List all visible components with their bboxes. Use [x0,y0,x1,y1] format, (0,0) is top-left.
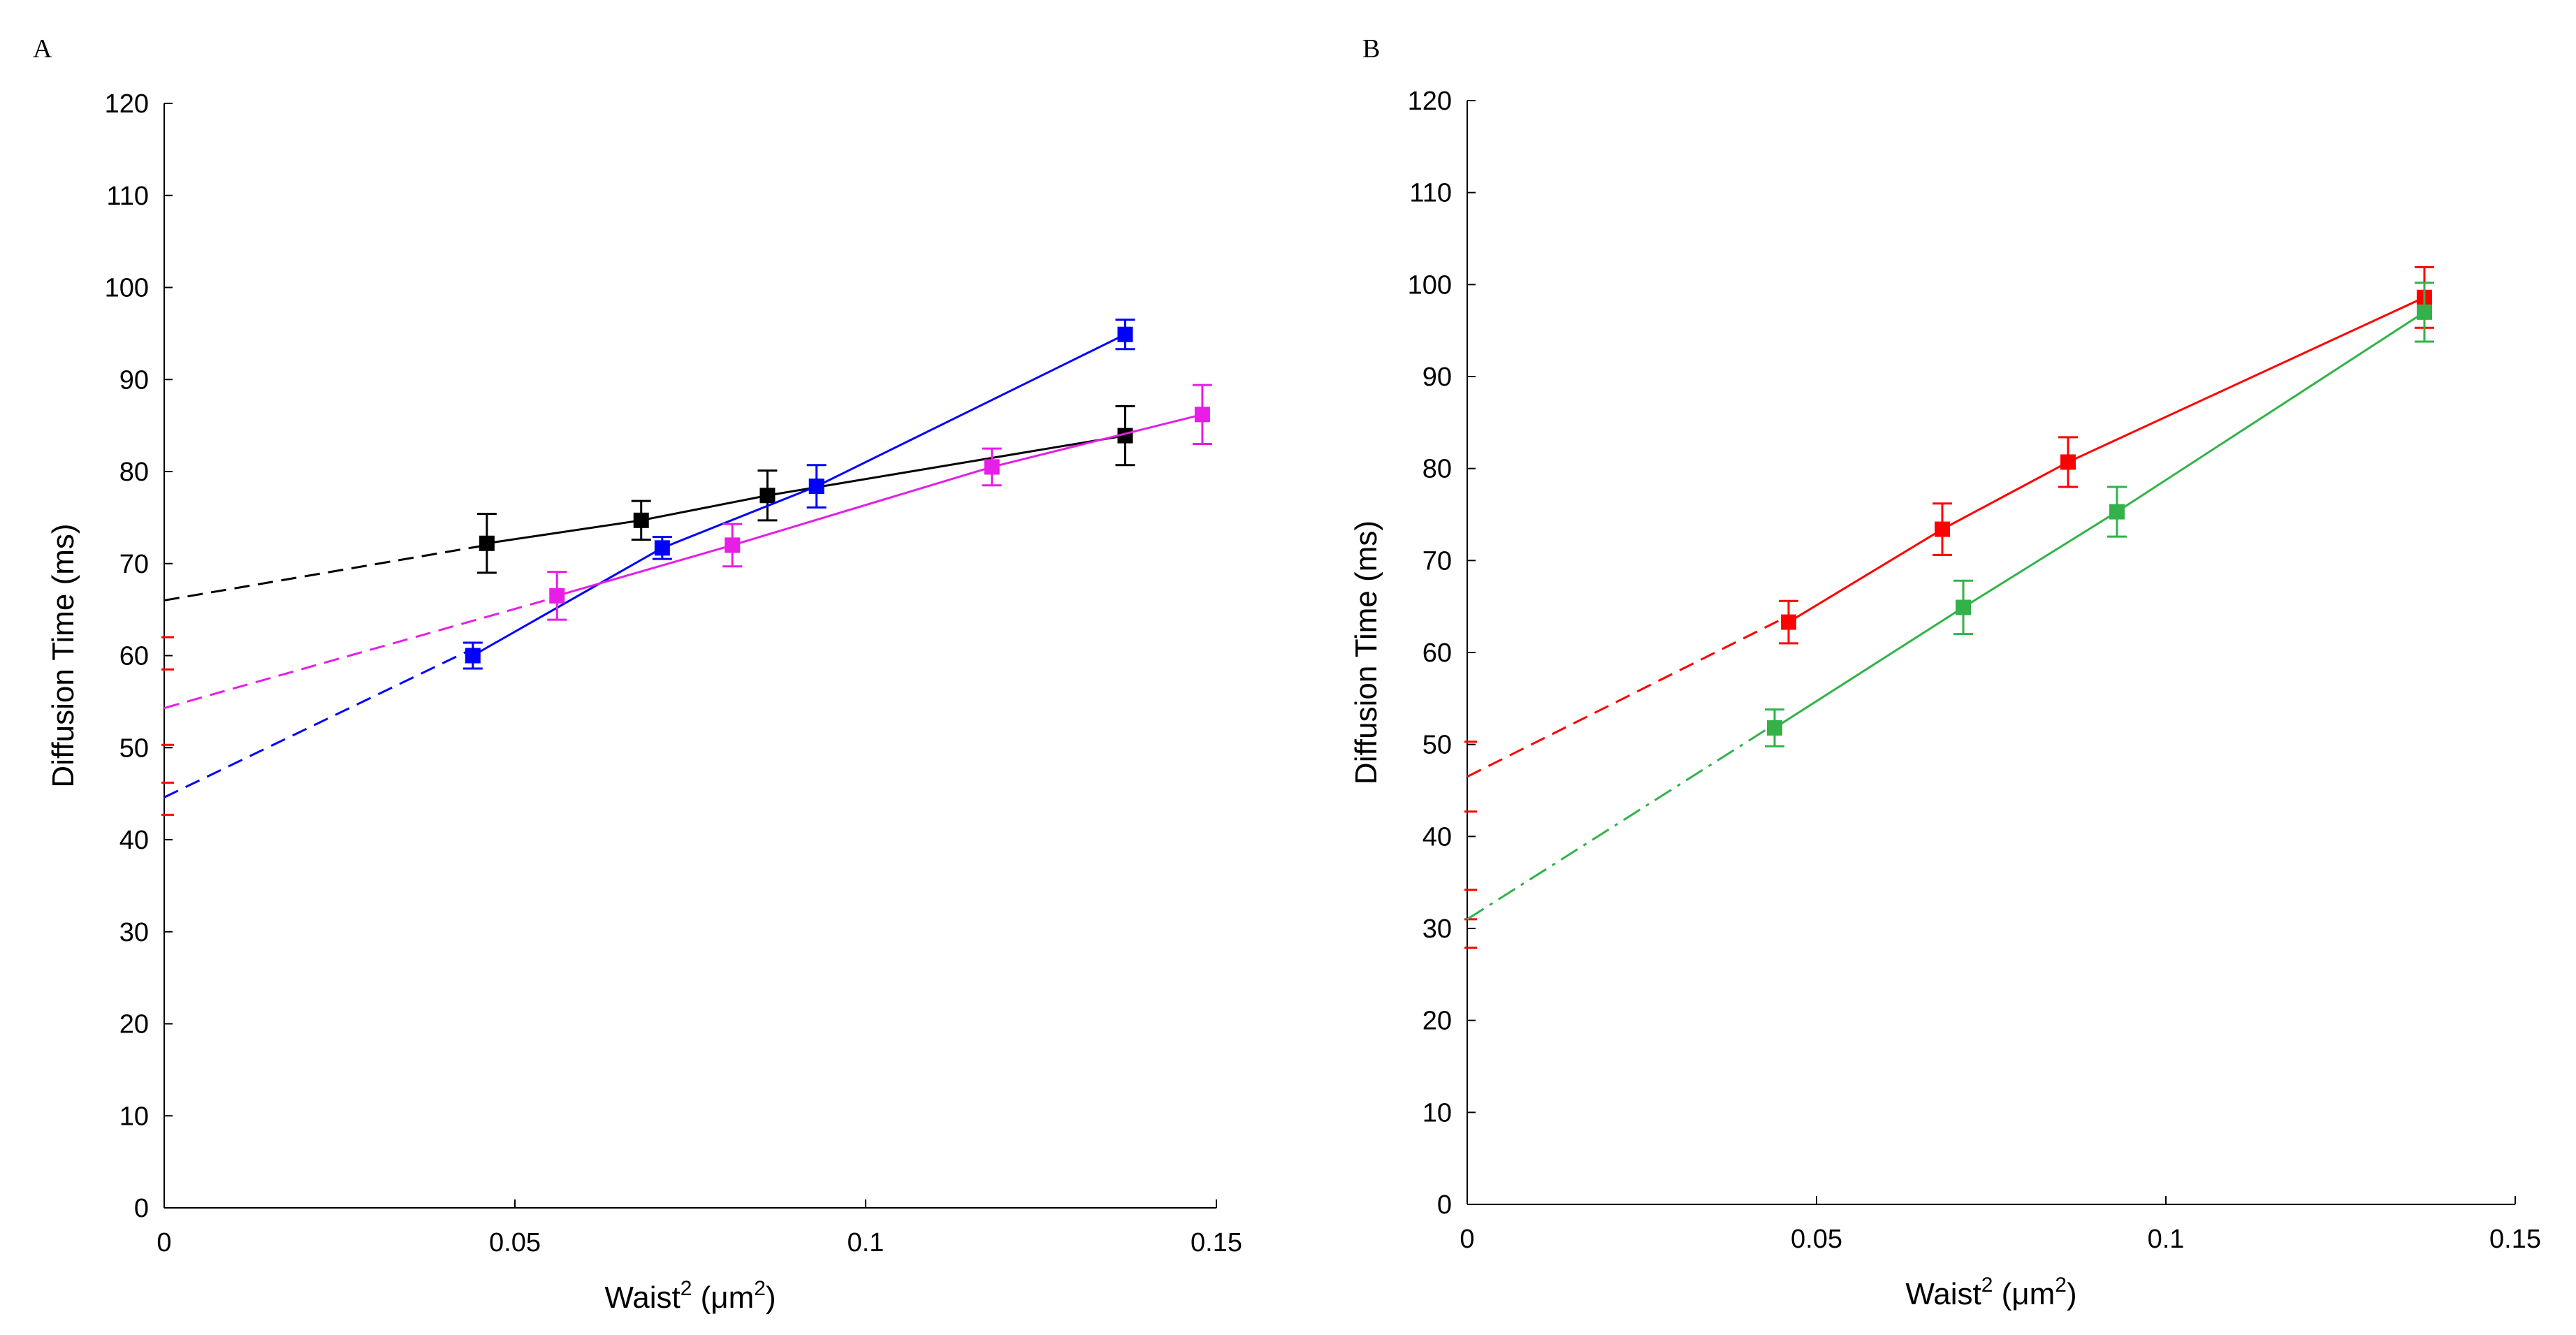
y-tick-label: 40 [119,826,149,855]
fit-line-dashed-blue [163,648,474,798]
data-point-black [759,488,776,504]
y-tick-label: 60 [1422,639,1452,668]
x-tick-label: 0.15 [1191,1228,1242,1257]
y-tick-label: 10 [1422,1098,1452,1128]
fit-line-green [1774,311,2425,729]
y-tick-label: 20 [1422,1007,1452,1036]
data-point-black [633,512,649,528]
y-tick-label: 70 [119,550,149,579]
y-tick-label: 10 [119,1102,149,1131]
fit-line-dashed-black [163,544,488,601]
data-point-magenta [1194,407,1210,423]
fit-line-dashed-red [1467,615,1789,778]
x-axis-title: Waist2 (μm2) [604,1277,776,1315]
x-tick-label: 0 [157,1228,171,1257]
x-axis-title-part: ) [766,1281,776,1315]
y-tick-label: 90 [119,365,149,395]
y-tick-label: 0 [134,1194,149,1223]
fit-line-black [486,435,1126,545]
x-axis-title-superscript: 2 [681,1277,692,1300]
data-point-green [2109,504,2125,520]
y-tick-label: 40 [1422,822,1452,852]
y-tick-label: 30 [119,918,149,947]
data-point-blue [808,479,824,495]
data-point-magenta [984,459,1000,475]
data-point-green [1767,720,1782,736]
fit-line-dashed-green [1467,723,1775,921]
data-point-magenta [725,537,741,553]
x-tick-label: 0.1 [847,1228,885,1257]
x-axis-title-superscript: 2 [2055,1274,2067,1297]
data-point-magenta [549,588,565,604]
y-tick-label: 0 [1437,1190,1452,1220]
x-axis-title-superscript: 2 [1981,1274,1993,1297]
y-tick-label: 50 [1422,731,1452,760]
data-point-red [1935,521,1950,537]
y-axis-title: Diffusion Time (ms) [46,523,80,787]
x-tick-label: 0.15 [2489,1225,2541,1254]
y-tick-label: 20 [119,1010,149,1039]
fit-line-dashed-magenta [163,596,558,710]
panel-b-label: B [1362,34,1381,64]
x-axis-title: Waist2 (μm2) [1905,1274,2076,1311]
y-tick-label: 120 [1408,87,1452,116]
data-point-red [2060,454,2076,470]
data-point-black [479,535,495,551]
y-tick-label: 80 [119,458,149,487]
y-tick-label: 120 [105,89,149,119]
data-point-green [2417,304,2432,320]
x-axis-title-superscript: 2 [754,1277,766,1300]
chart-panel-b: 0 10 20 30 40 50 60 70 80 90 100 110 120 0 0.05 0.1 0.15… [1349,87,2541,1311]
x-axis-title-part: Waist [604,1281,680,1315]
y-tick-label: 30 [1422,914,1452,944]
x-tick-label: 0 [1460,1225,1474,1254]
fit-line-red [1788,296,2425,623]
fit-line-blue [472,333,1126,657]
x-axis-title-part: Waist [1905,1277,1981,1311]
y-tick-label: 70 [1422,546,1452,576]
y-tick-label: 110 [106,182,149,211]
panel-a-label: A [33,34,52,64]
x-axis-title-part: ) [2067,1277,2077,1311]
y-tick-label: 80 [1422,455,1452,484]
x-axis-title-part: (μm [692,1281,754,1315]
y-tick-label: 50 [119,734,149,763]
y-axis-title: Diffusion Time (ms) [1349,520,1383,785]
data-point-blue [654,540,670,556]
data-point-green [1956,599,1971,615]
x-tick-label: 0.05 [1791,1225,1842,1254]
y-tick-label: 110 [1409,179,1452,208]
data-point-red [1781,614,1796,630]
y-tick-label: 100 [105,274,149,303]
y-tick-label: 60 [119,642,149,671]
data-point-blue [1117,326,1133,342]
data-point-blue [465,648,481,664]
y-tick-label: 100 [1408,270,1452,300]
y-tick-label: 90 [1422,363,1452,392]
fit-line-magenta [556,413,1203,597]
x-axis-title-part: (μm [1993,1277,2055,1311]
x-tick-label: 0.1 [2148,1225,2185,1254]
chart-panel-a: 0 10 20 30 40 50 60 70 80 90 100 110 120 0 0.05 0.1 0.15… [46,89,1242,1315]
x-tick-label: 0.05 [489,1228,541,1257]
